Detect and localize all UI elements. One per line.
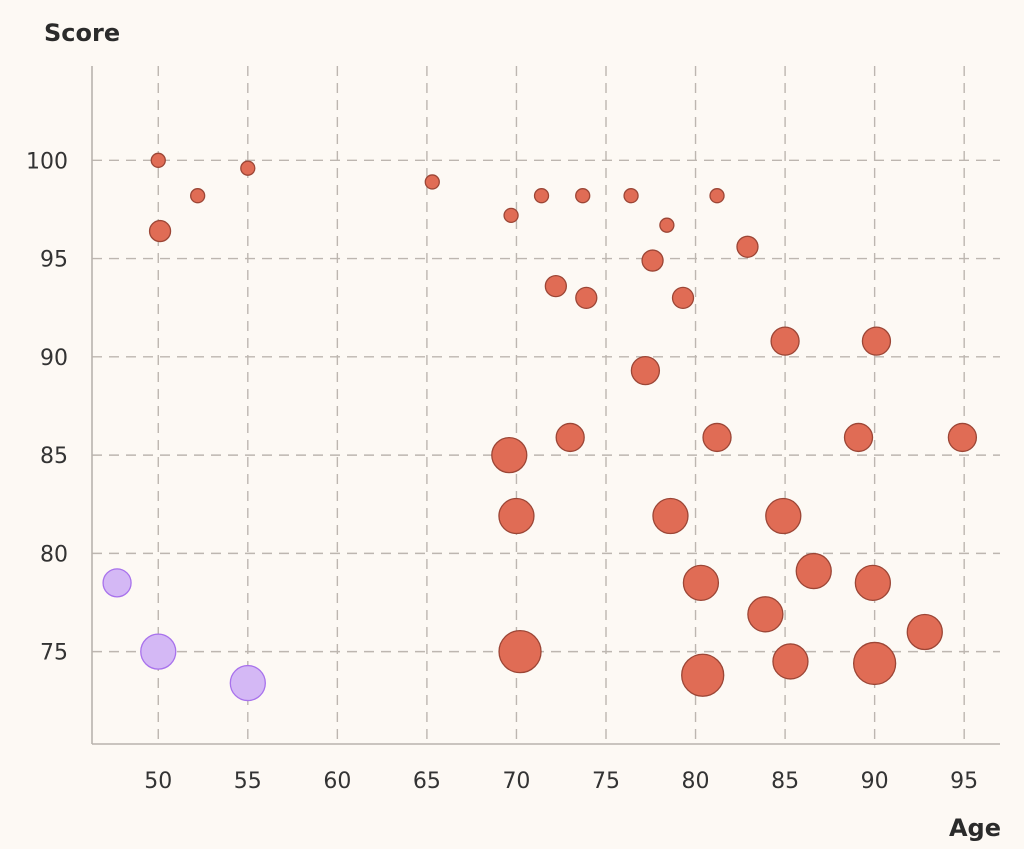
tick-labels: 50 55 60 65 70 75 80 85 90 95 75 80 85 90 95 100 xyxy=(26,149,978,794)
data-point-orange xyxy=(623,188,639,204)
data-point-orange xyxy=(843,422,874,453)
grid xyxy=(92,66,1000,744)
x-tick-label: 80 xyxy=(682,769,710,794)
data-point-orange xyxy=(770,326,800,356)
data-point-orange xyxy=(544,274,568,298)
data-point-orange xyxy=(681,653,725,697)
axes xyxy=(91,66,1000,745)
x-tick-label: 55 xyxy=(234,769,262,794)
y-tick-label: 80 xyxy=(40,542,68,567)
x-tick-label: 90 xyxy=(861,769,889,794)
x-tick-label: 70 xyxy=(502,769,530,794)
data-point-orange xyxy=(671,286,695,310)
data-point-orange xyxy=(148,219,172,243)
x-tick-label: 50 xyxy=(144,769,172,794)
y-tick-label: 90 xyxy=(40,346,68,371)
x-tick-label: 65 xyxy=(413,769,441,794)
data-point-orange xyxy=(854,564,891,602)
data-point-orange xyxy=(765,497,802,535)
x-tick-label: 95 xyxy=(950,769,978,794)
data-point-orange xyxy=(736,235,759,258)
data-point-orange xyxy=(641,249,664,272)
data-point-purple xyxy=(140,633,177,670)
data-point-orange xyxy=(503,207,519,224)
data-point-orange xyxy=(190,188,206,204)
y-tick-label: 95 xyxy=(40,248,68,273)
y-tick-label: 75 xyxy=(40,641,68,666)
x-tick-label: 85 xyxy=(771,769,799,794)
data-point-orange xyxy=(795,552,832,590)
data-point-orange xyxy=(575,286,598,310)
data-point-orange xyxy=(240,160,256,176)
data-point-orange xyxy=(533,188,550,204)
data-point-orange xyxy=(702,422,732,453)
data-point-orange xyxy=(498,497,535,535)
data-point-orange xyxy=(630,355,661,386)
x-axis-title: Age xyxy=(949,814,1001,842)
data-points xyxy=(102,152,978,702)
data-point-orange xyxy=(861,326,892,356)
data-point-orange xyxy=(709,188,725,204)
y-tick-label: 85 xyxy=(40,444,68,469)
data-point-orange xyxy=(150,152,166,168)
data-point-orange xyxy=(682,564,720,602)
x-tick-label: 60 xyxy=(323,769,351,794)
data-point-orange xyxy=(491,436,528,474)
data-point-orange xyxy=(424,174,440,190)
data-point-orange xyxy=(659,217,675,233)
data-point-orange xyxy=(947,422,978,453)
data-point-orange xyxy=(575,188,591,204)
y-tick-label: 100 xyxy=(26,149,68,174)
data-point-purple xyxy=(229,664,266,702)
x-tick-label: 75 xyxy=(592,769,620,794)
data-point-orange xyxy=(498,629,542,674)
data-point-orange xyxy=(906,613,943,651)
data-point-orange xyxy=(555,422,585,453)
data-point-purple xyxy=(102,568,132,598)
data-point-orange xyxy=(652,497,689,535)
data-point-orange xyxy=(747,596,784,633)
y-axis-title: Score xyxy=(44,19,120,47)
data-point-orange xyxy=(852,641,897,686)
data-point-orange xyxy=(772,643,809,680)
